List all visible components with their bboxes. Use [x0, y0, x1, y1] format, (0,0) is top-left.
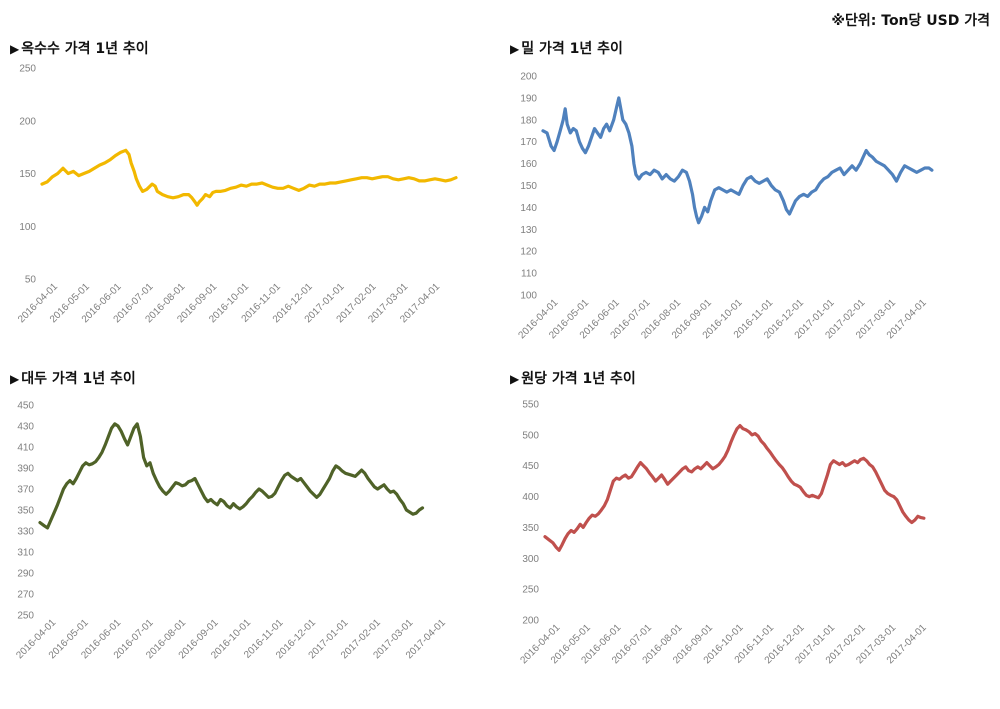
y-tick-label: 500 — [522, 430, 539, 441]
corn-chart-title-text: 옥수수 가격 1년 추이 — [21, 41, 149, 57]
triangle-bullet-icon: ▶ — [510, 372, 520, 386]
raw-sugar-chart-panel: ▶ 원당 가격 1년 추이 200 250 300 350 400 450 500 550 201… — [510, 368, 990, 698]
y-tick-label: 550 — [522, 400, 539, 411]
y-tick-label: 370 — [17, 485, 34, 496]
triangle-bullet-icon: ▶ — [510, 42, 520, 56]
y-tick-label: 200 — [522, 616, 539, 627]
corn-chart: 501001502002502016-04-012016-05-012016-0… — [16, 64, 458, 325]
series-line — [541, 96, 934, 225]
y-tick-label: 270 — [17, 590, 34, 601]
y-tick-label: 50 — [25, 275, 37, 286]
y-tick-label: 250 — [522, 585, 539, 596]
soybean-chart-panel: ▶ 대두 가격 1년 추이 250 270 290 310 330 350 370 390 410… — [10, 368, 490, 698]
y-tick-label: 190 — [520, 93, 537, 104]
y-tick-label: 400 — [522, 492, 539, 503]
y-tick-label: 290 — [17, 569, 34, 580]
y-tick-label: 150 — [19, 169, 36, 180]
triangle-bullet-icon: ▶ — [10, 372, 20, 386]
raw-sugar-chart-title: ▶ 원당 가격 1년 추이 — [510, 368, 636, 388]
y-tick-label: 170 — [520, 137, 537, 148]
y-tick-label: 350 — [522, 523, 539, 534]
y-tick-label: 430 — [17, 422, 34, 433]
y-tick-label: 300 — [522, 554, 539, 565]
raw-sugar-chart-title-text: 원당 가격 1년 추이 — [521, 371, 636, 387]
y-tick-label: 250 — [17, 611, 34, 622]
corn-chart-panel: ▶ 옥수수 가격 1년 추이 50 100 150 200 250 2016-04-01 20… — [10, 38, 490, 368]
y-tick-label: 330 — [17, 527, 34, 538]
y-tick-label: 450 — [522, 461, 539, 472]
series-line — [40, 148, 458, 207]
unit-note: ※단위: Ton당 USD 가격 — [831, 13, 990, 29]
soybean-chart: 2502702903103303503703904104304502016-04… — [14, 401, 448, 662]
y-tick-label: 140 — [520, 203, 537, 214]
y-tick-label: 130 — [520, 225, 537, 236]
wheat-chart-title-text: 밀 가격 1년 추이 — [521, 41, 623, 57]
y-tick-label: 310 — [17, 548, 34, 559]
triangle-bullet-icon: ▶ — [10, 42, 20, 56]
soybean-chart-title: ▶ 대두 가격 1년 추이 — [10, 368, 136, 388]
y-tick-label: 350 — [17, 506, 34, 517]
series-line — [38, 422, 425, 530]
soybean-chart-title-text: 대두 가격 1년 추이 — [21, 371, 136, 387]
wheat-chart: 1001101201301401501601701801902002016-04… — [517, 72, 934, 341]
y-tick-label: 110 — [521, 269, 537, 280]
wheat-chart-title: ▶ 밀 가격 1년 추이 — [510, 38, 623, 58]
y-tick-label: 160 — [520, 159, 537, 170]
y-tick-label: 250 — [19, 64, 36, 75]
y-tick-label: 180 — [520, 115, 537, 126]
y-tick-label: 200 — [19, 116, 36, 127]
raw-sugar-chart: 2002503003504004505005502016-04-012016-0… — [518, 400, 929, 667]
y-tick-label: 200 — [520, 72, 537, 83]
y-tick-label: 410 — [17, 443, 34, 454]
y-tick-label: 150 — [520, 181, 537, 192]
corn-chart-title: ▶ 옥수수 가격 1년 추이 — [10, 38, 149, 58]
y-tick-label: 100 — [19, 222, 36, 233]
y-tick-label: 100 — [520, 291, 537, 302]
series-line — [543, 423, 926, 552]
wheat-chart-panel: ▶ 밀 가격 1년 추이 100 110 120 130 140 150 160 170 180 1… — [510, 38, 990, 368]
y-tick-label: 120 — [520, 247, 537, 258]
y-tick-label: 450 — [17, 401, 34, 412]
y-tick-label: 390 — [17, 464, 34, 475]
